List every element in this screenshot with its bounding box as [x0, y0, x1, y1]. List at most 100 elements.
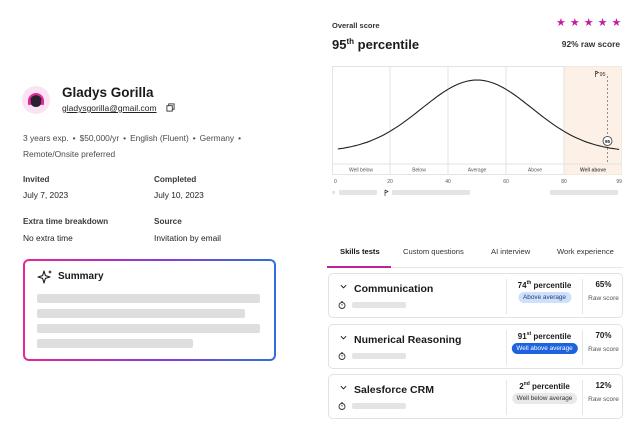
summary-placeholder-line: [37, 309, 245, 318]
skill-percentile-word: percentile: [533, 332, 572, 341]
active-tab-indicator: [327, 266, 391, 268]
timer-icon: [338, 301, 346, 309]
chevron-down-icon[interactable]: [340, 334, 347, 341]
candidate-flag-label: 95: [599, 72, 605, 78]
tab-custom-questions[interactable]: Custom questions: [403, 247, 464, 256]
skill-percentile-cell: 2nd percentile Well below average: [507, 375, 582, 420]
skill-percentile: 2nd percentile: [507, 381, 582, 391]
experience: 3 years exp.: [23, 133, 69, 143]
placeholder-bar: [339, 190, 377, 195]
avatar: [22, 86, 50, 114]
skill-placeholder-line: [352, 403, 406, 409]
percentile-word: percentile: [357, 37, 420, 52]
band-label: Below: [412, 168, 426, 174]
tab-skills-tests[interactable]: Skills tests: [340, 247, 380, 256]
x-tick-label: 60: [503, 179, 509, 185]
raw-score: 92% raw score: [561, 39, 620, 49]
percentile-suffix: th: [346, 37, 355, 46]
tab-work-experience[interactable]: Work experience: [557, 247, 614, 256]
skill-name: Communication: [354, 283, 434, 295]
placeholder-bar: [392, 190, 470, 195]
distribution-curve: [337, 79, 620, 150]
overall-percentile: 95th percentile: [332, 37, 419, 52]
skill-percentile: 74th percentile: [507, 280, 582, 290]
candidate-score-dot: [602, 136, 613, 146]
summary-placeholder-line: [37, 339, 193, 348]
x-tick-label: 0: [334, 179, 337, 185]
completed-value: July 10, 2023: [154, 190, 204, 200]
chevron-down-icon[interactable]: [340, 384, 347, 391]
chevron-down-icon[interactable]: [340, 283, 347, 290]
star-icon: ★: [597, 17, 608, 29]
candidate-email[interactable]: gladysgorilla@gmail.com: [62, 103, 157, 113]
divider: [582, 279, 583, 314]
skill-level-badge: Well below average: [511, 393, 578, 404]
summary-placeholder-line: [37, 294, 260, 303]
x-tick-label: 80: [561, 179, 567, 185]
skill-raw-score-label: Raw score: [588, 295, 619, 302]
band-label: Average: [468, 168, 487, 174]
score-distribution-chart: Well below Below Average Above Well above 95 9…: [332, 66, 622, 196]
divider: [582, 380, 583, 415]
x-tick-label: 40: [445, 179, 451, 185]
skill-level-badge: Above average: [518, 292, 571, 303]
skill-card[interactable]: Salesforce CRM 2nd percentile Well below…: [328, 374, 623, 419]
source-value: Invitation by email: [154, 233, 222, 243]
skill-card[interactable]: Communication 74th percentile Above aver…: [328, 273, 623, 318]
work-mode: Remote/Onsite preferred: [23, 149, 116, 159]
skill-percentile-number: 91: [517, 332, 527, 341]
divider: [506, 279, 507, 314]
skill-placeholder-line: [352, 353, 406, 359]
star-icon: ★: [556, 17, 566, 29]
band-label: Well above: [580, 168, 606, 174]
skill-percentile-suffix: nd: [523, 381, 530, 387]
star-icon: ★: [569, 17, 580, 29]
extra-time-label: Extra time breakdown: [23, 217, 109, 226]
divider: [582, 330, 583, 365]
candidate-score-label: 95: [605, 139, 611, 144]
candidate-meta: 3 years exp. • $50,000/yr • English (Fluent)…: [23, 133, 242, 159]
skill-level-badge: Well above average: [511, 343, 578, 354]
skill-percentile-number: 2: [519, 382, 524, 391]
summary-title: Summary: [58, 271, 104, 282]
sparkle-icon: [37, 270, 52, 284]
divider: [506, 380, 507, 415]
axis-min-marker: ○: [332, 190, 335, 196]
divider: [506, 330, 507, 365]
source-label: Source: [154, 217, 182, 226]
candidate-name: Gladys Gorilla: [62, 85, 154, 100]
report-tabs: Skills tests Custom questions AI intervi…: [327, 242, 623, 268]
star-icon: ★: [583, 17, 594, 29]
skill-raw-score-label: Raw score: [588, 396, 619, 403]
highlight-band: [564, 66, 622, 175]
band-label: Well below: [349, 168, 373, 174]
skill-raw-score-label: Raw score: [588, 346, 619, 353]
invited-label: Invited: [23, 175, 50, 184]
country: Germany: [199, 133, 235, 143]
headset-avatar-icon: [28, 93, 44, 107]
skill-raw-score: 70%: [595, 331, 612, 340]
band-label: Above: [528, 168, 542, 174]
star-icon: ★: [611, 17, 622, 29]
skill-percentile-suffix: st: [526, 331, 532, 337]
flag-icon: [595, 70, 600, 77]
placeholder-bar: [550, 190, 618, 195]
overall-score-label: Overall score: [332, 21, 380, 30]
skill-name: Salesforce CRM: [354, 384, 434, 396]
salary: $50,000/yr: [79, 133, 120, 143]
skill-card[interactable]: Numerical Reasoning 91st percentile Well…: [328, 324, 623, 369]
tab-ai-interview[interactable]: AI interview: [491, 247, 531, 256]
summary-card: Summary: [23, 259, 276, 361]
timer-icon: [338, 402, 346, 410]
skill-percentile-cell: 91st percentile Well above average: [507, 325, 582, 370]
skill-percentile-word: percentile: [533, 281, 572, 290]
completed-label: Completed: [154, 175, 197, 184]
invited-value: July 7, 2023: [23, 190, 69, 200]
flag-icon: [384, 189, 389, 196]
x-tick-label: 20: [387, 179, 393, 185]
language: English (Fluent): [130, 133, 189, 143]
skill-name: Numerical Reasoning: [354, 334, 462, 346]
skill-raw-score: 12%: [595, 381, 612, 390]
copy-icon[interactable]: [166, 103, 175, 112]
